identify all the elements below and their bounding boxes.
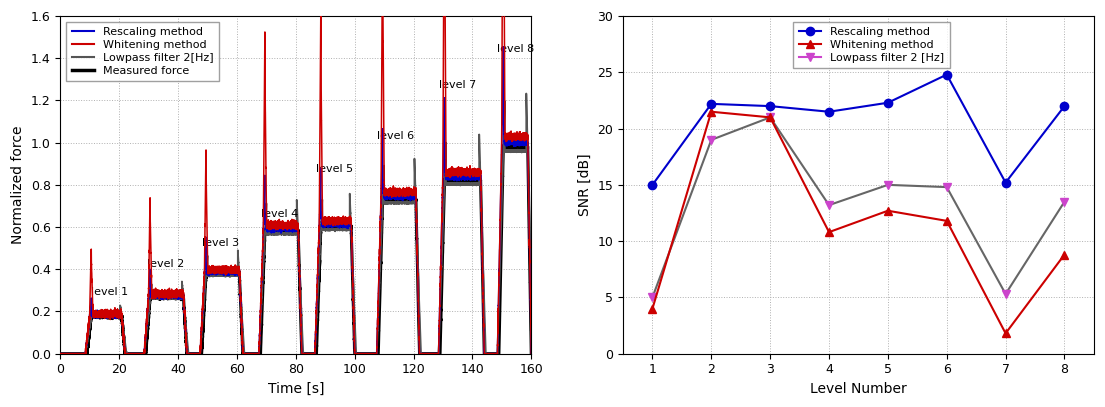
Text: level 4: level 4 — [261, 209, 297, 219]
Text: level 2: level 2 — [147, 259, 185, 269]
Text: level 3: level 3 — [201, 238, 239, 248]
X-axis label: Time [s]: Time [s] — [267, 382, 324, 396]
X-axis label: Level Number: Level Number — [810, 382, 907, 396]
Y-axis label: Normalized force: Normalized force — [11, 126, 25, 244]
Text: level 7: level 7 — [439, 80, 476, 90]
Legend: Rescaling method, Whitening method, Lowpass filter 2[Hz], Measured force: Rescaling method, Whitening method, Lowp… — [66, 22, 219, 81]
Y-axis label: SNR [dB]: SNR [dB] — [578, 153, 592, 216]
Text: level 1: level 1 — [92, 287, 128, 297]
Legend: Rescaling method, Whitening method, Lowpass filter 2 [Hz]: Rescaling method, Whitening method, Lowp… — [793, 22, 949, 68]
Text: level 5: level 5 — [316, 164, 354, 174]
Text: level 6: level 6 — [377, 131, 414, 140]
Text: level 8: level 8 — [497, 44, 535, 54]
